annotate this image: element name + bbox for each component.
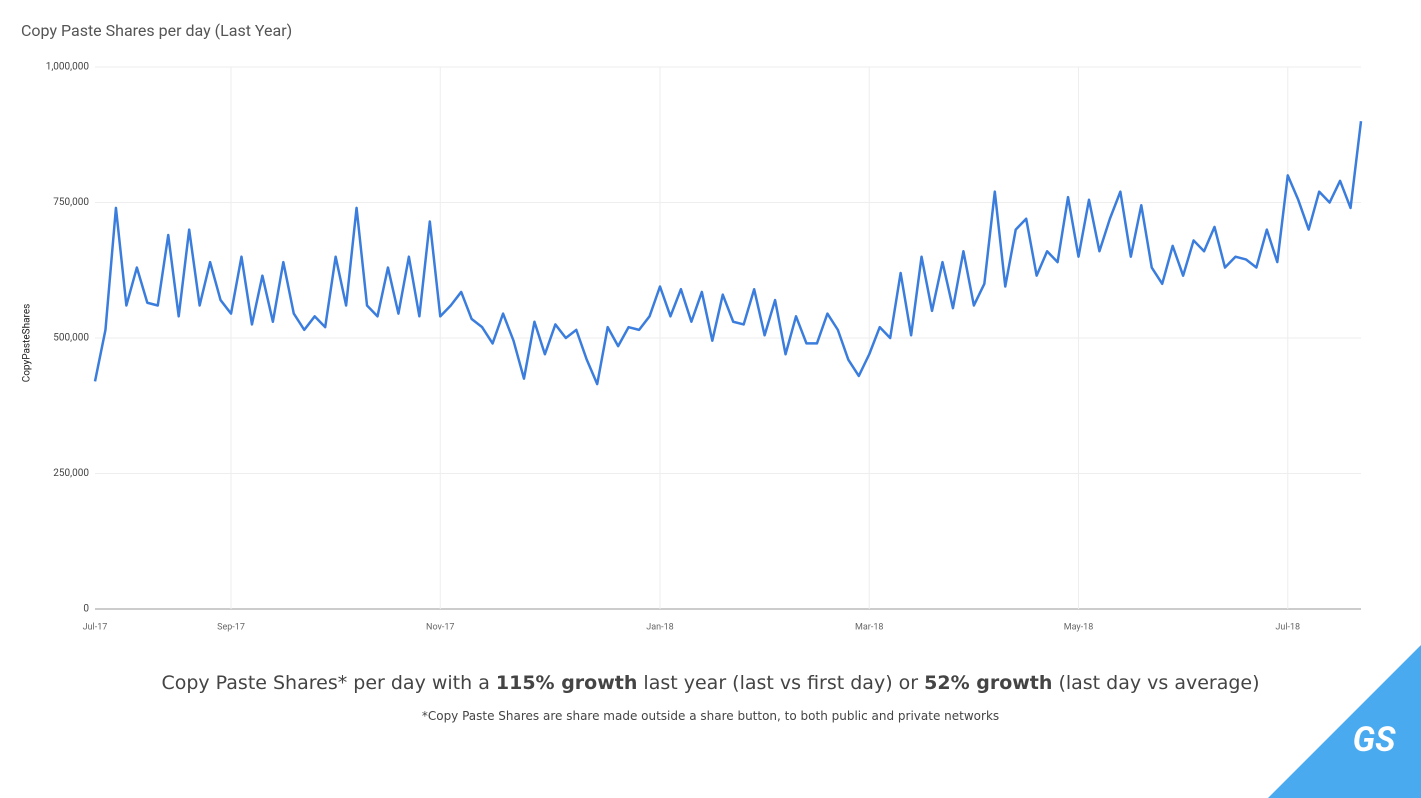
footnote: *Copy Paste Shares are share made outsid… (421, 709, 1000, 723)
caption-bold: 52% growth (924, 672, 1053, 694)
x-tick-label: Jul-17 (83, 622, 108, 632)
x-tick-label: May-18 (1064, 622, 1094, 632)
chart-title: Copy Paste Shares per day (Last Year) (21, 21, 292, 40)
y-axis-label: CopyPasteShares (22, 304, 33, 383)
x-tick-label: Sep-17 (217, 622, 245, 632)
caption-text: (last day vs average) (1052, 672, 1260, 694)
caption-bold: 115% growth (495, 672, 638, 694)
y-tick-label: 250,000 (53, 468, 89, 479)
x-tick-label: Jan-18 (646, 622, 673, 632)
y-tick-label: 0 (83, 604, 89, 615)
y-tick-label: 500,000 (53, 333, 89, 344)
caption-text: Copy Paste Shares* per day with a (161, 672, 496, 694)
logo: GS (1353, 720, 1396, 760)
caption: Copy Paste Shares* per day with a 115% g… (0, 672, 1421, 694)
x-tick-label: Nov-17 (426, 622, 454, 632)
y-tick-label: 1,000,000 (46, 62, 90, 73)
logo-triangle (1268, 645, 1421, 798)
data-line (93, 121, 1363, 386)
caption-text: last year (last vs first day) or (637, 672, 925, 694)
x-tick-label: Jul-18 (1275, 622, 1300, 632)
x-tick-label: Mar-18 (855, 622, 883, 632)
y-tick-label: 750,000 (53, 197, 89, 208)
